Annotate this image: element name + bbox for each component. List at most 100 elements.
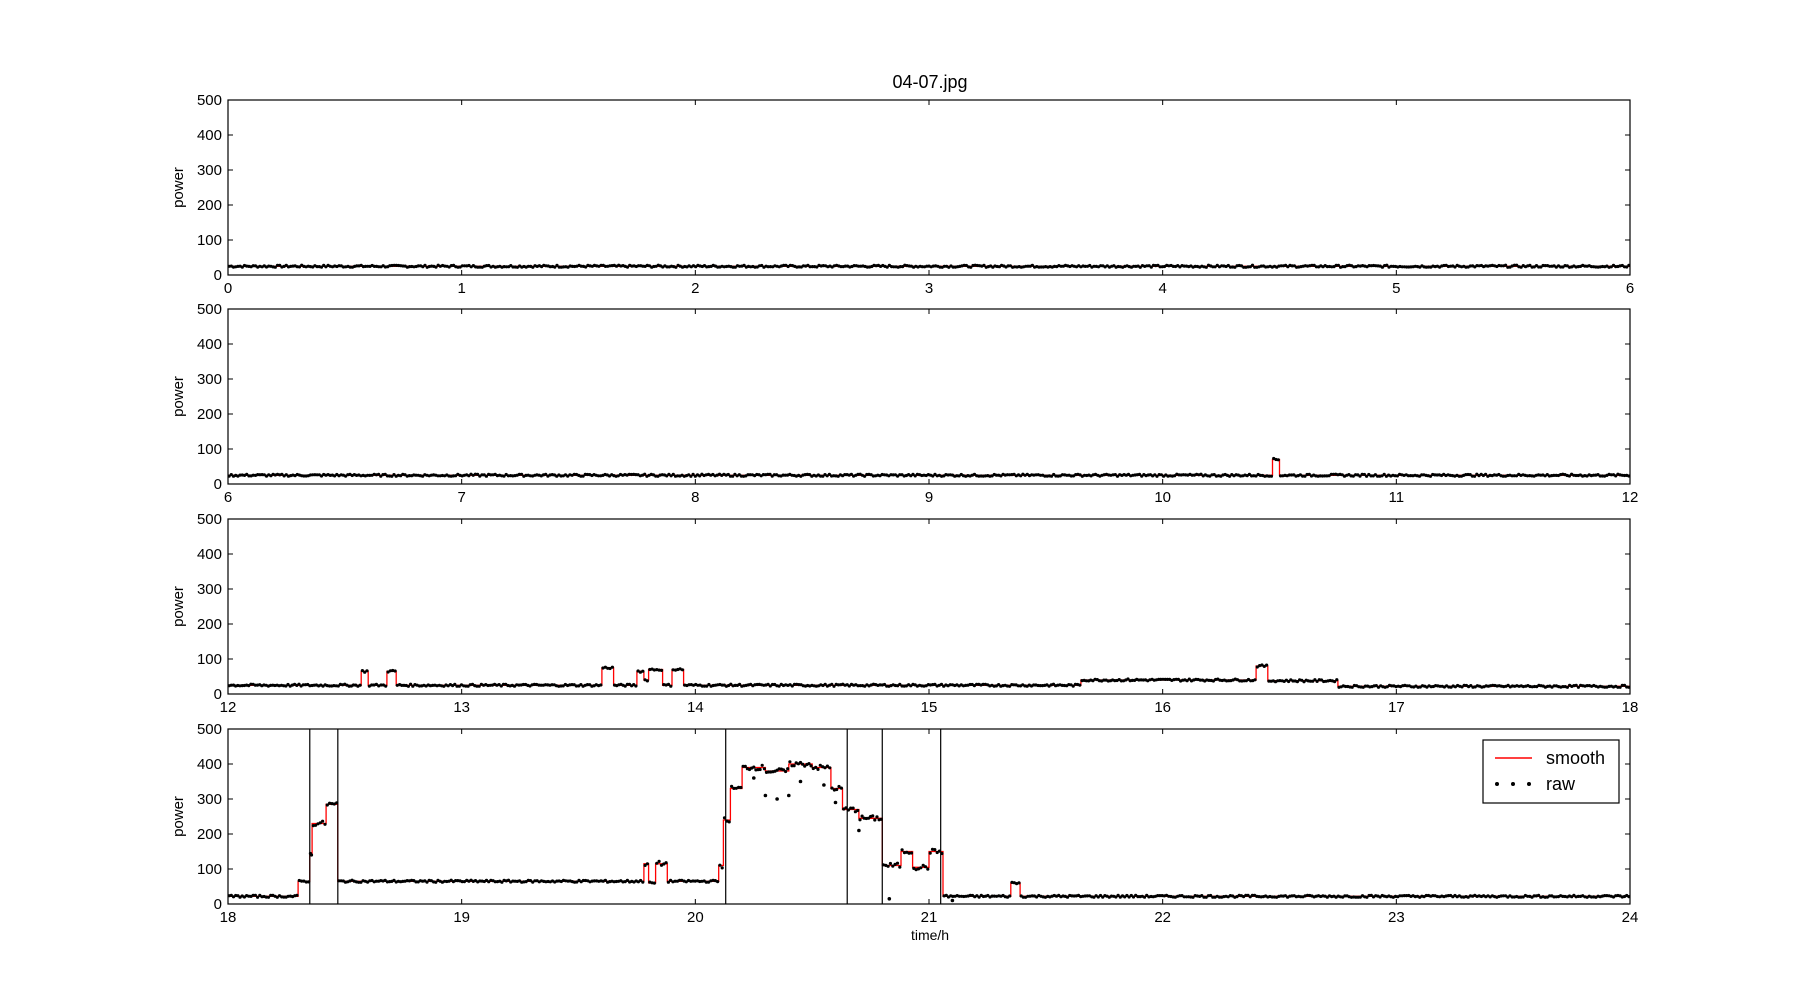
raw-point	[390, 474, 394, 478]
raw-point	[1341, 265, 1345, 269]
raw-point	[716, 880, 720, 884]
x-tick-label: 5	[1392, 280, 1400, 297]
raw-point	[1313, 678, 1317, 682]
raw-point	[1362, 472, 1366, 477]
raw-point	[318, 821, 322, 825]
raw-point	[645, 862, 650, 866]
raw-point	[1030, 263, 1034, 267]
raw-point	[1114, 895, 1118, 899]
raw-point	[659, 668, 664, 673]
raw-point	[302, 879, 306, 883]
raw-point	[539, 683, 543, 687]
raw-point	[372, 683, 376, 687]
raw-point	[1209, 893, 1213, 898]
raw-point	[1343, 894, 1347, 898]
raw-point	[1400, 265, 1404, 269]
raw-point	[807, 762, 811, 766]
x-tick-label: 8	[691, 489, 699, 506]
raw-point	[909, 851, 914, 855]
raw-point	[579, 683, 583, 687]
raw-point	[1260, 663, 1264, 667]
raw-point	[240, 265, 244, 269]
raw-point	[657, 859, 661, 864]
raw-point	[500, 880, 504, 884]
raw-point	[982, 263, 986, 267]
raw-point	[1380, 265, 1384, 269]
raw-point	[1115, 474, 1120, 478]
raw-point	[691, 472, 695, 476]
raw-point	[680, 668, 685, 672]
raw-point	[1267, 474, 1271, 478]
raw-point	[666, 880, 671, 884]
raw-point	[1510, 895, 1514, 899]
axes-frame-2	[227, 308, 1631, 485]
raw-point	[849, 806, 853, 810]
smooth-line-2	[228, 458, 1630, 476]
raw-point	[253, 893, 257, 897]
x-tick-label: 12	[1622, 489, 1639, 506]
raw-point	[825, 764, 830, 768]
raw-point	[425, 880, 429, 884]
raw-point-outlier	[798, 779, 803, 784]
x-tick-label: 14	[687, 699, 704, 716]
raw-point	[830, 786, 834, 790]
raw-point	[282, 895, 286, 899]
raw-point	[363, 670, 367, 674]
raw-point	[1351, 474, 1355, 478]
raw-point	[766, 682, 770, 686]
raw-point	[521, 682, 526, 687]
raw-point	[1155, 474, 1159, 478]
raw-point	[678, 878, 682, 882]
raw-point	[1428, 474, 1433, 478]
y-tick-label: 200	[197, 406, 222, 423]
raw-point	[400, 683, 404, 688]
raw-point	[1270, 895, 1274, 899]
raw-point	[792, 764, 796, 768]
raw-point	[1315, 679, 1319, 684]
raw-point	[596, 474, 601, 478]
axes-frame-1	[227, 99, 1631, 276]
raw-point	[742, 263, 746, 267]
raw-point	[581, 878, 586, 883]
chart-title: 04-07.jpg	[892, 72, 967, 92]
chart-legend: smooth raw	[1482, 739, 1620, 804]
raw-point	[1616, 685, 1620, 689]
raw-point	[477, 684, 481, 688]
raw-point	[730, 784, 734, 789]
raw-point	[1065, 895, 1070, 899]
raw-point	[1460, 685, 1464, 689]
raw-point	[702, 684, 707, 688]
raw-point	[733, 683, 737, 688]
raw-point	[360, 669, 364, 673]
raw-point	[484, 474, 488, 478]
raw-point	[555, 263, 559, 267]
raw-point	[665, 474, 669, 478]
y-tick-label: 500	[197, 721, 222, 738]
raw-point	[377, 684, 381, 688]
raw-point	[768, 472, 772, 476]
x-tick-label: 20	[687, 909, 704, 926]
raw-point	[321, 819, 325, 823]
raw-point	[1365, 895, 1369, 899]
x-tick-label: 13	[453, 699, 470, 716]
raw-point	[652, 668, 657, 672]
raw-point	[374, 879, 378, 883]
raw-point	[414, 880, 418, 884]
raw-point	[1329, 472, 1333, 476]
raw-point	[1204, 265, 1208, 269]
y-tick-label: 0	[214, 896, 222, 913]
raw-point	[406, 684, 410, 688]
y-tick-label: 400	[197, 336, 222, 353]
raw-point	[718, 863, 722, 867]
raw-point	[823, 682, 827, 686]
raw-point-outlier	[887, 897, 892, 901]
raw-point	[900, 848, 904, 852]
raw-point	[379, 474, 383, 478]
raw-point	[942, 264, 947, 268]
raw-point	[669, 684, 673, 688]
raw-point	[1126, 677, 1130, 681]
raw-point	[1026, 264, 1030, 268]
raw-point	[1307, 472, 1311, 476]
raw-point	[256, 895, 260, 899]
y-tick-label: 400	[197, 546, 222, 563]
